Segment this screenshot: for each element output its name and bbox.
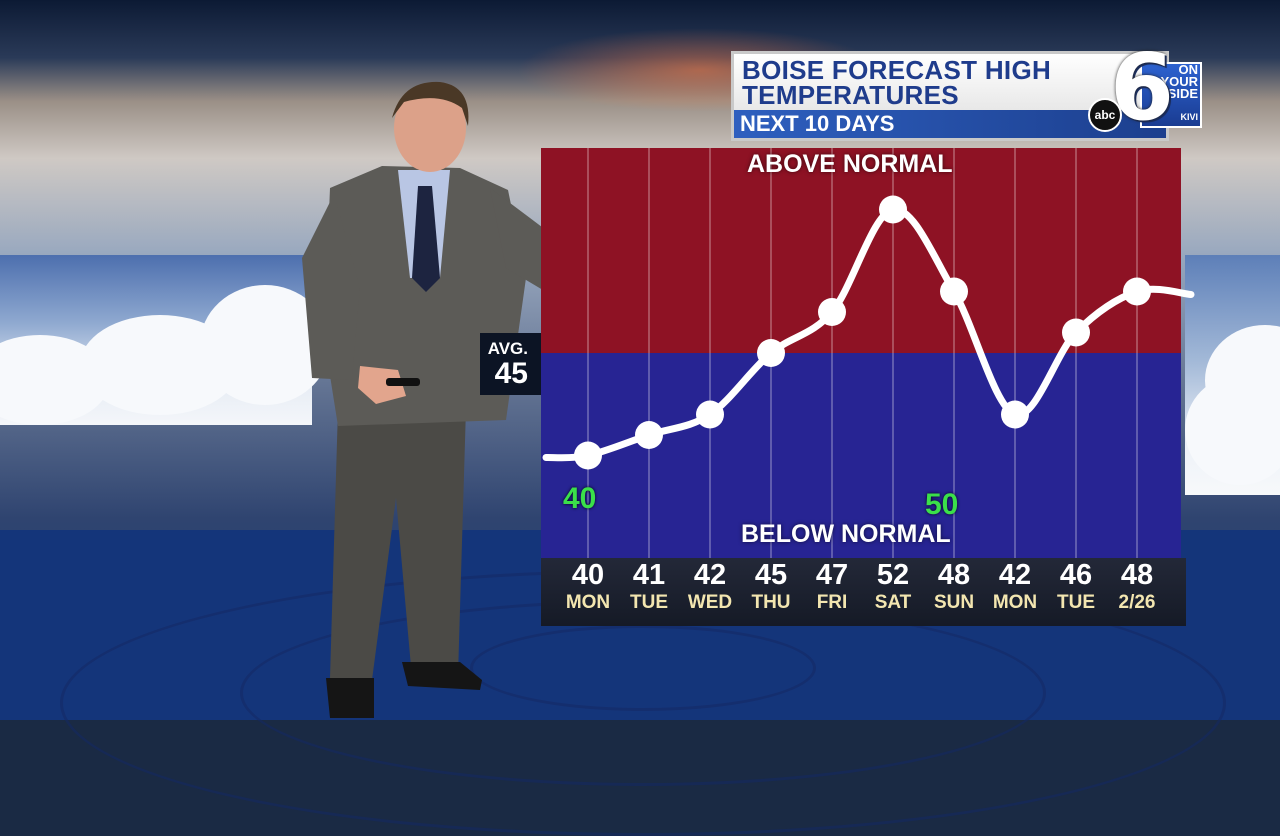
logo-station: KIVI [1180,112,1198,122]
day-label: 2/26 [1118,592,1156,613]
day-column: 47 FRI [801,558,863,614]
average-label: AVG. [487,339,528,358]
day-temperature: 42 [998,559,1032,591]
data-point-wed [696,400,724,429]
data-point-sat [879,195,907,224]
logo-box [1140,62,1202,128]
day-label: SUN [933,592,975,613]
day-column: 48 2/26 [1106,558,1168,614]
day-label: WED [687,592,733,613]
presenter-figure [302,81,688,718]
data-point-tue [1062,318,1090,347]
chart-title: BOISE FORECAST HIGH TEMPERATURES [734,54,1166,110]
day-temperature: 48 [1120,559,1154,591]
floor-ring [470,625,816,711]
data-point-sun [940,277,968,306]
data-point-2-26 [1123,277,1151,306]
day-label: FRI [816,592,848,613]
above-normal-label: ABOVE NORMAL [747,150,953,178]
data-point-mon [1001,400,1029,429]
scale-label-low: 40 [563,482,597,515]
average-value: 45 [494,357,528,390]
below-normal-label: BELOW NORMAL [741,520,951,548]
data-point-mon [574,441,602,470]
chart-plot [541,148,1195,558]
day-column: 40 MON [557,558,619,614]
day-strip: 40 MON 41 TUE 42 WED 45 THU 47 FRI 52 SAT 48 SUN 42 MON… [541,558,1186,626]
cloud [1185,375,1280,485]
scale-label-high: 50 [925,488,959,521]
day-temperature: 47 [815,559,849,591]
day-column: 48 SUN [923,558,985,614]
day-temperature: 41 [632,559,666,591]
day-temperature: 52 [876,559,910,591]
data-point-fri [818,298,846,326]
day-column: 52 SAT [862,558,924,614]
day-column: 46 TUE [1045,558,1107,614]
day-label: TUE [1057,592,1095,613]
day-temperature: 48 [937,559,971,591]
day-label: SAT [874,592,912,613]
station-logo: ON YOUR SIDE KIVI 6 abc [1088,38,1202,138]
average-box: AVG. 45 [480,333,542,395]
day-temperature: 45 [754,559,788,591]
day-column: 41 TUE [618,558,680,614]
day-temperature: 40 [571,559,605,591]
day-temperature: 42 [693,559,727,591]
data-point-tue [635,421,663,449]
abc-logo-icon: abc [1088,98,1122,132]
temperature-chart: ABOVE NORMAL BELOW NORMAL 40 50 40 MON 41 T… [541,148,1195,628]
day-label: MON [565,592,611,613]
logo-tagline: ON YOUR SIDE [1160,62,1198,101]
day-label: MON [992,592,1038,613]
sky-panel-right [1185,255,1280,495]
day-column: 42 WED [679,558,741,614]
day-column: 45 THU [740,558,802,614]
below-normal-band [541,353,1181,558]
day-label: THU [751,592,791,613]
day-label: TUE [630,592,668,613]
data-point-thu [757,339,785,367]
day-column: 42 MON [984,558,1046,614]
day-temperature: 46 [1059,559,1093,591]
sky-panel-left [0,255,330,425]
